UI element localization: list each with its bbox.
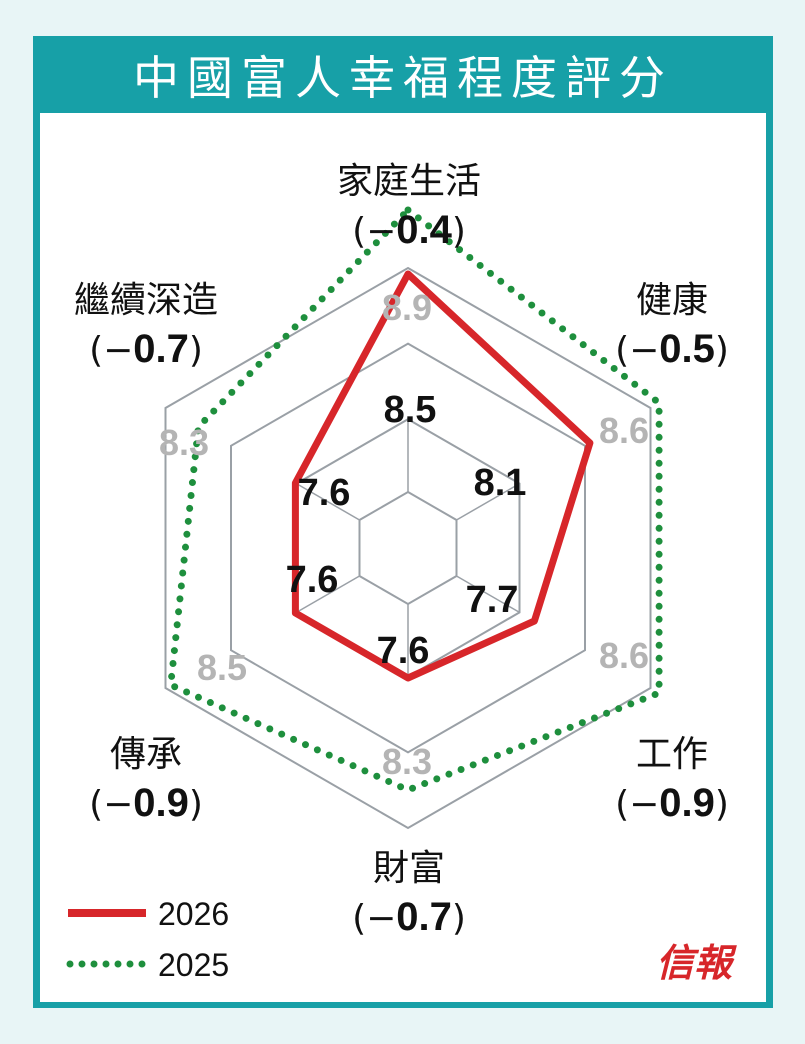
axis-change-3: (−0.9) (615, 781, 729, 825)
grid-spoke-3 (456, 575, 520, 614)
axis-label-4: 財富 (373, 848, 445, 889)
value-label-2026-6: 7.6 (298, 472, 351, 514)
axis-change-5: (−0.9) (89, 781, 203, 825)
axis-change-suffix: ) (452, 211, 466, 252)
grid-ring-3 (230, 342, 586, 754)
radar-series (166, 205, 663, 794)
value-label-2026-2: 8.1 (474, 462, 527, 504)
value-label-2026-3: 7.7 (466, 579, 519, 621)
axis-label-6: 繼續深造 (74, 280, 218, 321)
value-label-2026-1: 8.5 (384, 389, 437, 431)
axis-change-suffix: ) (189, 784, 203, 825)
value-label-2026-5: 7.6 (286, 559, 339, 601)
legend-label-2025: 2025 (158, 947, 229, 983)
axis-change-suffix: ) (715, 784, 729, 825)
value-label-2026-4: 7.6 (377, 630, 430, 672)
radar-grid (164, 266, 652, 830)
axis-change-6: (−0.7) (89, 327, 203, 371)
grid-ring-4 (164, 266, 652, 830)
grid-spoke-6 (296, 482, 360, 521)
value-label-2025-5: 8.5 (197, 647, 247, 688)
grid-spoke-5 (296, 575, 360, 614)
value-label-2025-2: 8.6 (599, 410, 649, 451)
axis-label-3: 工作 (636, 734, 708, 775)
value-label-2025-4: 8.3 (382, 741, 432, 782)
axis-change-prefix: (− (615, 784, 659, 825)
axis-change-suffix: ) (189, 330, 203, 371)
axis-change-value: 0.9 (659, 781, 715, 825)
axis-change-prefix: (− (352, 898, 396, 939)
legend: 2026 2025 (66, 896, 229, 983)
chart-panel (40, 113, 766, 1002)
axis-change-value: 0.4 (396, 208, 452, 252)
grid-ring-1 (358, 490, 458, 606)
axis-label-2: 健康 (636, 280, 708, 321)
grid-spoke-2 (456, 482, 520, 521)
axis-label-1: 家庭生活 (337, 161, 481, 202)
value-labels: 8.9 8.6 8.6 8.3 8.5 8.3 8.5 8.1 7.7 7.6 7.6 7.6 (159, 287, 649, 782)
value-label-2025-3: 8.6 (599, 635, 649, 676)
value-label-2025-6: 8.3 (159, 422, 209, 463)
chart-title: 中國富人幸福程度評分 (133, 50, 673, 105)
series-2026-line (291, 270, 594, 682)
axis-change-value: 0.5 (659, 327, 715, 371)
axis-change-prefix: (− (89, 784, 133, 825)
axis-change-1: (−0.4) (352, 208, 466, 252)
axis-change-value: 0.7 (133, 327, 189, 371)
legend-label-2026: 2026 (158, 896, 229, 932)
axis-change-suffix: ) (715, 330, 729, 371)
brand-logo: 信報 (656, 940, 733, 985)
axis-label-5: 傳承 (110, 734, 182, 775)
axis-change-4: (−0.7) (352, 895, 466, 939)
axis-change-2: (−0.5) (615, 327, 729, 371)
axis-change-prefix: (− (89, 330, 133, 371)
axis-change-value: 0.7 (396, 895, 452, 939)
axis-change-prefix: (− (615, 330, 659, 371)
axis-change-suffix: ) (452, 898, 466, 939)
axis-labels: 家庭生活(−0.4)健康(−0.5)工作(−0.9)財富(−0.7)傳承(−0.… (74, 161, 729, 939)
axis-change-prefix: (− (352, 211, 396, 252)
axis-change-value: 0.9 (133, 781, 189, 825)
value-label-2025-1: 8.9 (382, 287, 432, 328)
